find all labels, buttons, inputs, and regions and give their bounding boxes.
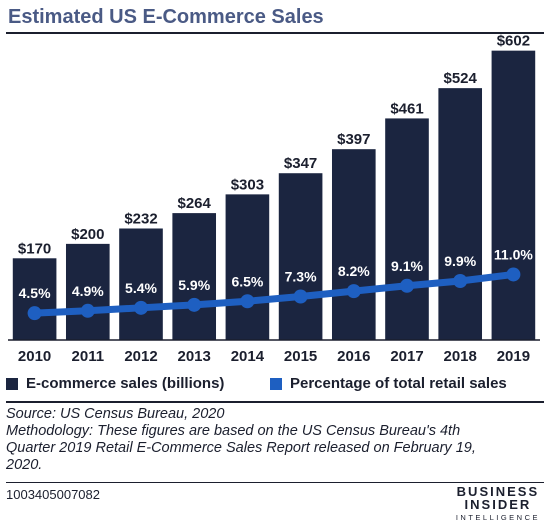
share-point-2010 [27,306,42,321]
x-tick-2015: 2015 [284,348,317,365]
x-tick-2018: 2018 [444,348,477,365]
legend-line-label: Percentage of total retail sales [290,375,507,392]
share-label-2017: 9.1% [391,258,423,274]
business-insider-intelligence-logo: BUSINESS INSIDER INTELLIGENCE [456,485,540,524]
bar-label-2010: $170 [18,240,51,257]
bar-2010 [12,258,57,340]
share-label-2010: 4.5% [19,285,51,301]
notes: Source: US Census Bureau, 2020 Methodolo… [6,406,526,474]
share-label-2015: 7.3% [285,268,317,284]
share-label-2019: 11.0% [494,246,533,262]
share-point-2018 [453,273,468,288]
bar-2019 [491,50,536,340]
bar-2017 [385,118,429,340]
chart-title: Estimated US E-Commerce Sales [8,6,324,28]
methodology-line-3: 2020. [6,457,43,473]
x-tick-2014: 2014 [231,348,265,365]
x-tick-2011: 2011 [72,348,105,365]
bar-label-2017: $461 [390,100,423,117]
bar-label-2019: $602 [497,33,530,50]
bar-2012 [119,228,163,340]
legend-line: Percentage of total retail sales [270,375,507,392]
share-label-2011: 4.9% [72,283,104,299]
bar-2018 [438,88,483,340]
bar-label-2016: $397 [337,131,370,148]
footer-rule [6,482,544,483]
share-point-2013 [187,297,202,312]
x-tick-2013: 2013 [178,348,211,365]
share-label-2018: 9.9% [444,253,476,269]
chart-area: $170 2010 $200 2011 $232 2012 $264 2013 $303 2014… [8,33,540,365]
share-label-2013: 5.9% [178,277,210,293]
share-label-2012: 5.4% [125,280,157,296]
legend-bars: E-commerce sales (billions) [6,375,224,392]
bar-label-2014: $303 [231,176,264,193]
bar-label-2018: $524 [444,70,478,87]
share-line [31,270,517,317]
logo-line-1: BUSINESS [456,484,540,499]
share-point-2017 [400,278,414,293]
bar-2014 [225,194,270,340]
bar-label-2011: $200 [71,226,104,243]
legend-bars-swatch [6,377,18,390]
x-tick-2017: 2017 [390,348,423,365]
title-rule [6,32,544,34]
notes-rule [6,401,544,403]
x-tick-2016: 2016 [337,348,370,365]
x-tick-2019: 2019 [497,348,530,365]
logo-line-2: INSIDER [464,497,532,512]
bar-label-2015: $347 [284,155,317,172]
bar-label-2013: $264 [178,195,212,212]
bar-label-2012: $232 [124,210,157,227]
bar-2016 [331,149,376,340]
source-note: Source: US Census Bureau, 2020 [6,406,225,422]
share-point-2019 [506,267,521,282]
bar-2013 [172,213,217,340]
legend-bars-label: E-commerce sales (billions) [26,375,225,392]
x-tick-2010: 2010 [18,348,51,365]
share-point-2011 [80,303,95,318]
share-label-2014: 6.5% [231,273,263,289]
legend-line-swatch [270,377,282,390]
methodology-line-2: Quarter 2019 Retail E-Commerce Sales Rep… [6,440,476,456]
x-tick-2012: 2012 [124,348,157,365]
share-point-2012 [134,300,148,315]
bar-2015 [278,173,323,340]
chart-id: 1003405007082 [6,487,100,502]
methodology-line-1: Methodology: These figures are based on … [6,423,461,439]
bar-2011 [65,243,110,340]
share-label-2016: 8.2% [338,263,370,279]
logo-line-3: INTELLIGENCE [455,513,540,522]
share-point-2015 [293,289,308,304]
share-point-2014 [240,294,255,309]
share-point-2016 [346,284,361,299]
